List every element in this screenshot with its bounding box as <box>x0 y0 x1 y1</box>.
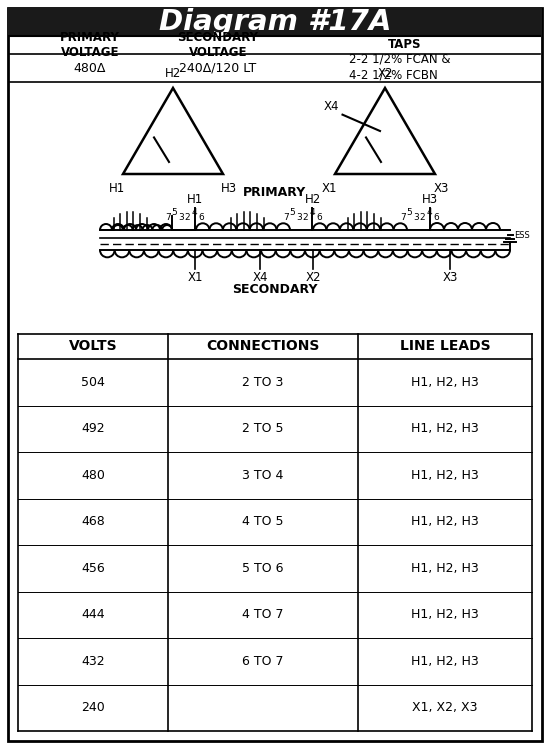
Text: X4: X4 <box>323 100 339 113</box>
Text: ESS: ESS <box>514 231 530 240</box>
Text: SECONDARY
VOLTAGE: SECONDARY VOLTAGE <box>178 31 258 59</box>
Text: H3: H3 <box>221 182 237 195</box>
Text: 4: 4 <box>426 208 432 217</box>
Text: X1: X1 <box>321 182 337 195</box>
Text: 6 TO 7: 6 TO 7 <box>242 655 284 668</box>
Text: PRIMARY
VOLTAGE: PRIMARY VOLTAGE <box>60 31 120 59</box>
Text: 5: 5 <box>406 208 412 217</box>
Text: H1, H2, H3: H1, H2, H3 <box>411 655 479 668</box>
Text: 7: 7 <box>165 213 171 222</box>
Text: 492: 492 <box>81 422 105 435</box>
Text: X1, X2, X3: X1, X2, X3 <box>412 701 478 715</box>
Text: 432: 432 <box>81 655 105 668</box>
Text: 7: 7 <box>283 213 289 222</box>
Text: CONNECTIONS: CONNECTIONS <box>206 339 320 354</box>
Text: 6: 6 <box>198 213 204 222</box>
Text: H1, H2, H3: H1, H2, H3 <box>411 376 479 389</box>
Text: H1, H2, H3: H1, H2, H3 <box>411 515 479 528</box>
Text: X4: X4 <box>252 271 268 284</box>
Text: 5: 5 <box>289 208 295 217</box>
Text: 2-2 1/2% FCAN &
4-2 1/2% FCBN: 2-2 1/2% FCAN & 4-2 1/2% FCBN <box>349 53 451 81</box>
Text: 6: 6 <box>316 213 322 222</box>
Text: TAPS: TAPS <box>388 38 422 52</box>
Text: H1, H2, H3: H1, H2, H3 <box>411 469 479 482</box>
Text: H1: H1 <box>109 182 125 195</box>
Text: 5: 5 <box>171 208 177 217</box>
Text: 444: 444 <box>81 608 105 621</box>
Text: LINE LEADS: LINE LEADS <box>400 339 490 354</box>
Text: 2 TO 5: 2 TO 5 <box>242 422 284 435</box>
Text: 504: 504 <box>81 376 105 389</box>
Text: 5 TO 6: 5 TO 6 <box>242 562 284 574</box>
Text: 4 TO 5: 4 TO 5 <box>242 515 284 528</box>
Text: X3: X3 <box>433 182 449 195</box>
Text: H1, H2, H3: H1, H2, H3 <box>411 422 479 435</box>
Text: 3: 3 <box>413 213 419 222</box>
Text: H1, H2, H3: H1, H2, H3 <box>411 562 479 574</box>
Text: 468: 468 <box>81 515 105 528</box>
Text: Diagram #17A: Diagram #17A <box>159 8 391 36</box>
Text: H3: H3 <box>422 193 438 206</box>
Text: VOLTS: VOLTS <box>69 339 117 354</box>
Text: H2: H2 <box>305 193 321 206</box>
Text: 2 TO 3: 2 TO 3 <box>243 376 284 389</box>
Text: H1, H2, H3: H1, H2, H3 <box>411 608 479 621</box>
Text: 240: 240 <box>81 701 105 715</box>
Text: 456: 456 <box>81 562 105 574</box>
Text: 480Δ: 480Δ <box>74 61 106 74</box>
Text: SECONDARY: SECONDARY <box>232 283 318 296</box>
Bar <box>8 8 542 35</box>
Text: 2: 2 <box>419 213 425 222</box>
Text: 4: 4 <box>309 208 315 217</box>
Text: X2: X2 <box>305 271 321 284</box>
Text: 2: 2 <box>302 213 308 222</box>
Text: 240Δ/120 LT: 240Δ/120 LT <box>179 61 257 74</box>
Text: 3: 3 <box>178 213 184 222</box>
Text: 2: 2 <box>184 213 190 222</box>
Text: H1: H1 <box>187 193 203 206</box>
Text: X1: X1 <box>187 271 203 284</box>
Text: 7: 7 <box>400 213 406 222</box>
Text: 3: 3 <box>296 213 302 222</box>
Text: PRIMARY: PRIMARY <box>243 187 307 199</box>
Text: 4: 4 <box>191 208 197 217</box>
Text: 480: 480 <box>81 469 105 482</box>
Text: 6: 6 <box>433 213 439 222</box>
Text: 4 TO 7: 4 TO 7 <box>242 608 284 621</box>
Text: X3: X3 <box>442 271 458 284</box>
Text: 3 TO 4: 3 TO 4 <box>243 469 284 482</box>
Text: X2: X2 <box>377 67 393 80</box>
Text: H2: H2 <box>165 67 181 80</box>
